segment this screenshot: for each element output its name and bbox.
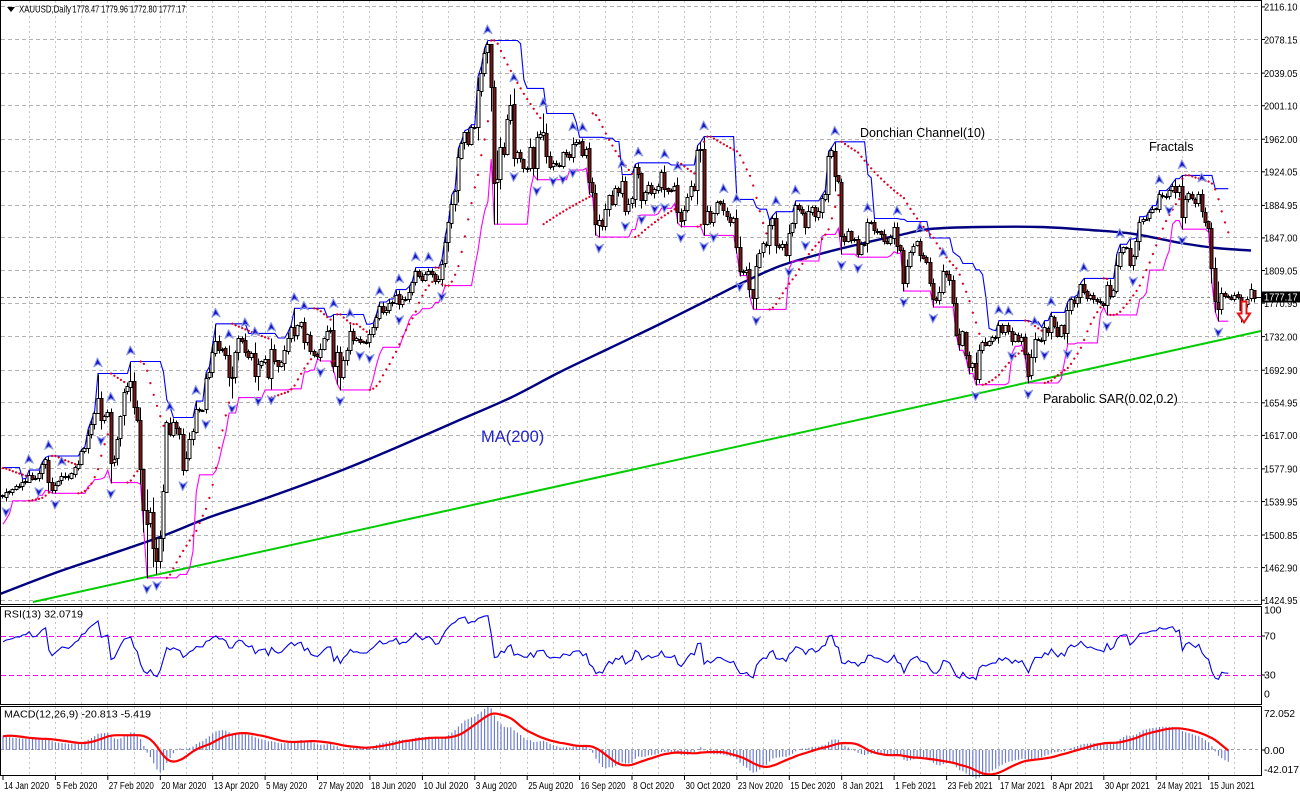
svg-text:2001.10: 2001.10 bbox=[1264, 101, 1298, 113]
svg-text:1692.90: 1692.90 bbox=[1264, 365, 1298, 377]
svg-text:1577.90: 1577.90 bbox=[1264, 464, 1298, 476]
svg-text:-42.017: -42.017 bbox=[1264, 764, 1299, 776]
svg-text:1884.95: 1884.95 bbox=[1264, 200, 1298, 212]
svg-text:15 Jun 2021: 15 Jun 2021 bbox=[1210, 781, 1255, 792]
svg-text:1 Feb 2021: 1 Feb 2021 bbox=[895, 781, 936, 792]
svg-text:30: 30 bbox=[1264, 670, 1276, 682]
svg-text:15 Dec 2020: 15 Dec 2020 bbox=[790, 781, 835, 792]
svg-text:70: 70 bbox=[1264, 631, 1276, 643]
svg-text:0: 0 bbox=[1264, 689, 1270, 701]
svg-text:Fractals: Fractals bbox=[1149, 140, 1193, 154]
svg-text:2039.05: 2039.05 bbox=[1264, 68, 1298, 80]
svg-text:30 Apr 2021: 30 Apr 2021 bbox=[1105, 781, 1150, 792]
svg-text:1777.17: 1777.17 bbox=[1264, 292, 1298, 304]
svg-text:8 Oct 2020: 8 Oct 2020 bbox=[633, 781, 674, 792]
svg-text:25 Aug 2020: 25 Aug 2020 bbox=[528, 781, 573, 792]
svg-text:8 Jan 2021: 8 Jan 2021 bbox=[843, 781, 884, 792]
svg-text:1809.05: 1809.05 bbox=[1264, 265, 1298, 277]
svg-text:14 Jan 2020: 14 Jan 2020 bbox=[4, 781, 49, 792]
svg-text:5 May 2020: 5 May 2020 bbox=[266, 781, 307, 792]
svg-text:1962.00: 1962.00 bbox=[1264, 134, 1298, 146]
svg-text:13 Apr 2020: 13 Apr 2020 bbox=[214, 781, 259, 792]
svg-text:Donchian Channel(10): Donchian Channel(10) bbox=[860, 126, 985, 140]
svg-text:5 Feb 2020: 5 Feb 2020 bbox=[56, 781, 97, 792]
svg-text:2078.15: 2078.15 bbox=[1264, 34, 1298, 46]
svg-text:1732.00: 1732.00 bbox=[1264, 331, 1298, 343]
svg-text:Parabolic SAR(0.02,0.2): Parabolic SAR(0.02,0.2) bbox=[1043, 392, 1178, 406]
svg-text:27 May 2020: 27 May 2020 bbox=[319, 781, 364, 792]
svg-text:30 Oct 2020: 30 Oct 2020 bbox=[686, 781, 731, 792]
svg-text:20 Mar 2020: 20 Mar 2020 bbox=[161, 781, 206, 792]
svg-text:8 Apr 2021: 8 Apr 2021 bbox=[1052, 781, 1093, 792]
svg-text:1462.90: 1462.90 bbox=[1264, 562, 1298, 574]
svg-text:23 Feb 2021: 23 Feb 2021 bbox=[948, 781, 993, 792]
svg-text:10 Jul 2020: 10 Jul 2020 bbox=[423, 781, 468, 792]
svg-text:RSI(13) 32.0719: RSI(13) 32.0719 bbox=[4, 609, 83, 621]
svg-text:1924.05: 1924.05 bbox=[1264, 167, 1298, 179]
svg-text:17 Mar 2021: 17 Mar 2021 bbox=[1000, 781, 1045, 792]
svg-text:1778.47 1779.96 1772.80 1777.1: 1778.47 1779.96 1772.80 1777.17 bbox=[73, 4, 186, 16]
svg-text:72.052: 72.052 bbox=[1264, 708, 1295, 720]
svg-text:1654.95: 1654.95 bbox=[1264, 398, 1298, 410]
svg-text:0.00: 0.00 bbox=[1264, 745, 1285, 757]
svg-text:XAUUSD,Daily: XAUUSD,Daily bbox=[19, 4, 72, 16]
svg-text:1500.85: 1500.85 bbox=[1264, 530, 1298, 542]
svg-text:MA(200): MA(200) bbox=[481, 428, 544, 446]
svg-text:24 May 2021: 24 May 2021 bbox=[1157, 781, 1202, 792]
svg-text:16 Sep 2020: 16 Sep 2020 bbox=[581, 781, 626, 792]
svg-text:2116.10: 2116.10 bbox=[1264, 2, 1298, 14]
svg-text:1847.00: 1847.00 bbox=[1264, 233, 1298, 245]
svg-text:23 Nov 2020: 23 Nov 2020 bbox=[738, 781, 783, 792]
svg-text:18 Jun 2020: 18 Jun 2020 bbox=[371, 781, 416, 792]
svg-text:MACD(12,26,9) -20.813 -5.419: MACD(12,26,9) -20.813 -5.419 bbox=[4, 709, 151, 721]
svg-text:27 Feb 2020: 27 Feb 2020 bbox=[109, 781, 154, 792]
svg-text:100: 100 bbox=[1264, 605, 1282, 617]
svg-text:1539.95: 1539.95 bbox=[1264, 496, 1298, 508]
svg-text:3 Aug 2020: 3 Aug 2020 bbox=[476, 781, 517, 792]
svg-text:1617.00: 1617.00 bbox=[1264, 430, 1298, 442]
